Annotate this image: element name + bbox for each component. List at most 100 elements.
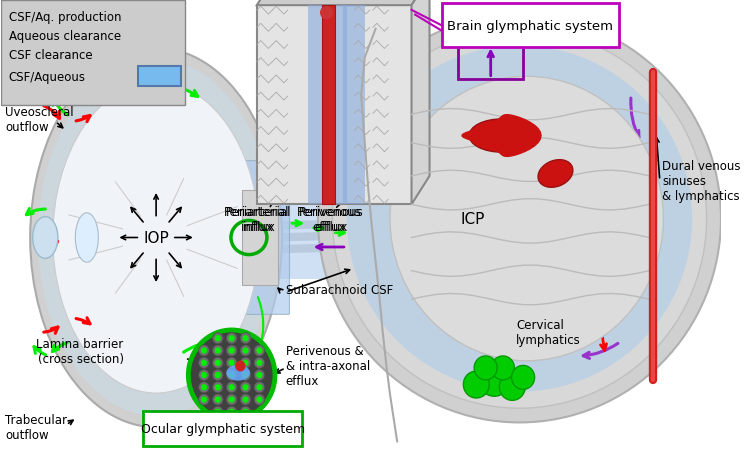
- Circle shape: [240, 394, 251, 405]
- Ellipse shape: [390, 77, 663, 361]
- Circle shape: [499, 374, 526, 400]
- Circle shape: [215, 409, 221, 415]
- Circle shape: [201, 397, 207, 403]
- FancyBboxPatch shape: [308, 6, 347, 205]
- Text: ICP: ICP: [461, 212, 485, 227]
- Circle shape: [254, 394, 264, 405]
- Circle shape: [256, 372, 262, 378]
- Circle shape: [256, 384, 262, 391]
- Circle shape: [256, 397, 262, 403]
- Circle shape: [227, 407, 237, 417]
- Circle shape: [240, 333, 251, 344]
- Circle shape: [242, 409, 248, 415]
- Circle shape: [242, 384, 248, 391]
- Circle shape: [242, 372, 248, 378]
- Text: Ocular glymphatic system: Ocular glymphatic system: [141, 422, 305, 435]
- Text: Trabecular
outflow: Trabecular outflow: [5, 413, 67, 441]
- Circle shape: [215, 372, 221, 378]
- FancyBboxPatch shape: [143, 411, 302, 446]
- Circle shape: [240, 370, 251, 381]
- Text: Aqueous clearance: Aqueous clearance: [8, 30, 120, 43]
- Polygon shape: [462, 116, 541, 157]
- Text: CSF/Aqueous: CSF/Aqueous: [8, 70, 86, 84]
- FancyBboxPatch shape: [237, 161, 289, 315]
- Ellipse shape: [226, 365, 250, 381]
- Circle shape: [240, 407, 251, 417]
- Circle shape: [199, 357, 209, 368]
- Circle shape: [242, 397, 248, 403]
- Circle shape: [215, 336, 221, 342]
- Text: IOP: IOP: [143, 230, 169, 246]
- Circle shape: [474, 356, 497, 380]
- Text: Dural venous
sinuses
& lymphatics: Dural venous sinuses & lymphatics: [662, 160, 740, 203]
- FancyBboxPatch shape: [322, 6, 335, 205]
- Ellipse shape: [347, 46, 692, 392]
- Ellipse shape: [32, 217, 58, 259]
- Circle shape: [240, 382, 251, 393]
- Circle shape: [201, 347, 207, 354]
- Circle shape: [212, 407, 223, 417]
- Ellipse shape: [30, 49, 282, 427]
- Circle shape: [227, 345, 237, 356]
- Circle shape: [215, 347, 221, 354]
- Circle shape: [227, 382, 237, 393]
- FancyBboxPatch shape: [257, 6, 412, 205]
- Circle shape: [215, 360, 221, 366]
- FancyBboxPatch shape: [242, 191, 278, 285]
- Circle shape: [229, 336, 235, 342]
- Circle shape: [212, 370, 223, 381]
- FancyBboxPatch shape: [138, 67, 181, 87]
- Circle shape: [199, 345, 209, 356]
- Circle shape: [511, 366, 535, 389]
- Polygon shape: [412, 0, 429, 205]
- Circle shape: [229, 409, 235, 415]
- Ellipse shape: [318, 16, 721, 423]
- Circle shape: [463, 371, 489, 398]
- Text: Perivenous
efflux: Perivenous efflux: [299, 205, 364, 233]
- FancyBboxPatch shape: [343, 6, 365, 205]
- Circle shape: [240, 345, 251, 356]
- Circle shape: [212, 333, 223, 344]
- Circle shape: [227, 333, 237, 344]
- Circle shape: [227, 370, 237, 381]
- Circle shape: [242, 336, 248, 342]
- Circle shape: [235, 361, 245, 372]
- Circle shape: [212, 345, 223, 356]
- Circle shape: [242, 347, 248, 354]
- Circle shape: [254, 357, 264, 368]
- FancyBboxPatch shape: [268, 197, 364, 279]
- Circle shape: [240, 357, 251, 368]
- Circle shape: [242, 360, 248, 366]
- FancyBboxPatch shape: [2, 1, 185, 106]
- Ellipse shape: [332, 30, 706, 408]
- Circle shape: [212, 357, 223, 368]
- Circle shape: [227, 394, 237, 405]
- Circle shape: [478, 364, 510, 397]
- Circle shape: [212, 382, 223, 393]
- Circle shape: [188, 330, 275, 420]
- FancyBboxPatch shape: [442, 4, 618, 49]
- Circle shape: [201, 372, 207, 378]
- Circle shape: [229, 372, 235, 378]
- Circle shape: [229, 384, 235, 391]
- Ellipse shape: [38, 60, 274, 416]
- Circle shape: [215, 384, 221, 391]
- Text: Uveoscleral
outflow: Uveoscleral outflow: [5, 106, 74, 134]
- Circle shape: [256, 360, 262, 366]
- Ellipse shape: [53, 83, 259, 393]
- Circle shape: [254, 382, 264, 393]
- Circle shape: [254, 345, 264, 356]
- Circle shape: [229, 347, 235, 354]
- Text: Lamina barrier
(cross section): Lamina barrier (cross section): [36, 337, 123, 366]
- Text: CSF/Aq. production: CSF/Aq. production: [8, 11, 121, 24]
- Text: CSF clearance: CSF clearance: [8, 50, 92, 62]
- Circle shape: [199, 382, 209, 393]
- Ellipse shape: [75, 213, 99, 263]
- Polygon shape: [257, 0, 429, 6]
- Text: Brain glymphatic system: Brain glymphatic system: [447, 20, 613, 33]
- Circle shape: [229, 397, 235, 403]
- Circle shape: [201, 360, 207, 366]
- Circle shape: [229, 360, 235, 366]
- Ellipse shape: [320, 7, 333, 20]
- Circle shape: [199, 394, 209, 405]
